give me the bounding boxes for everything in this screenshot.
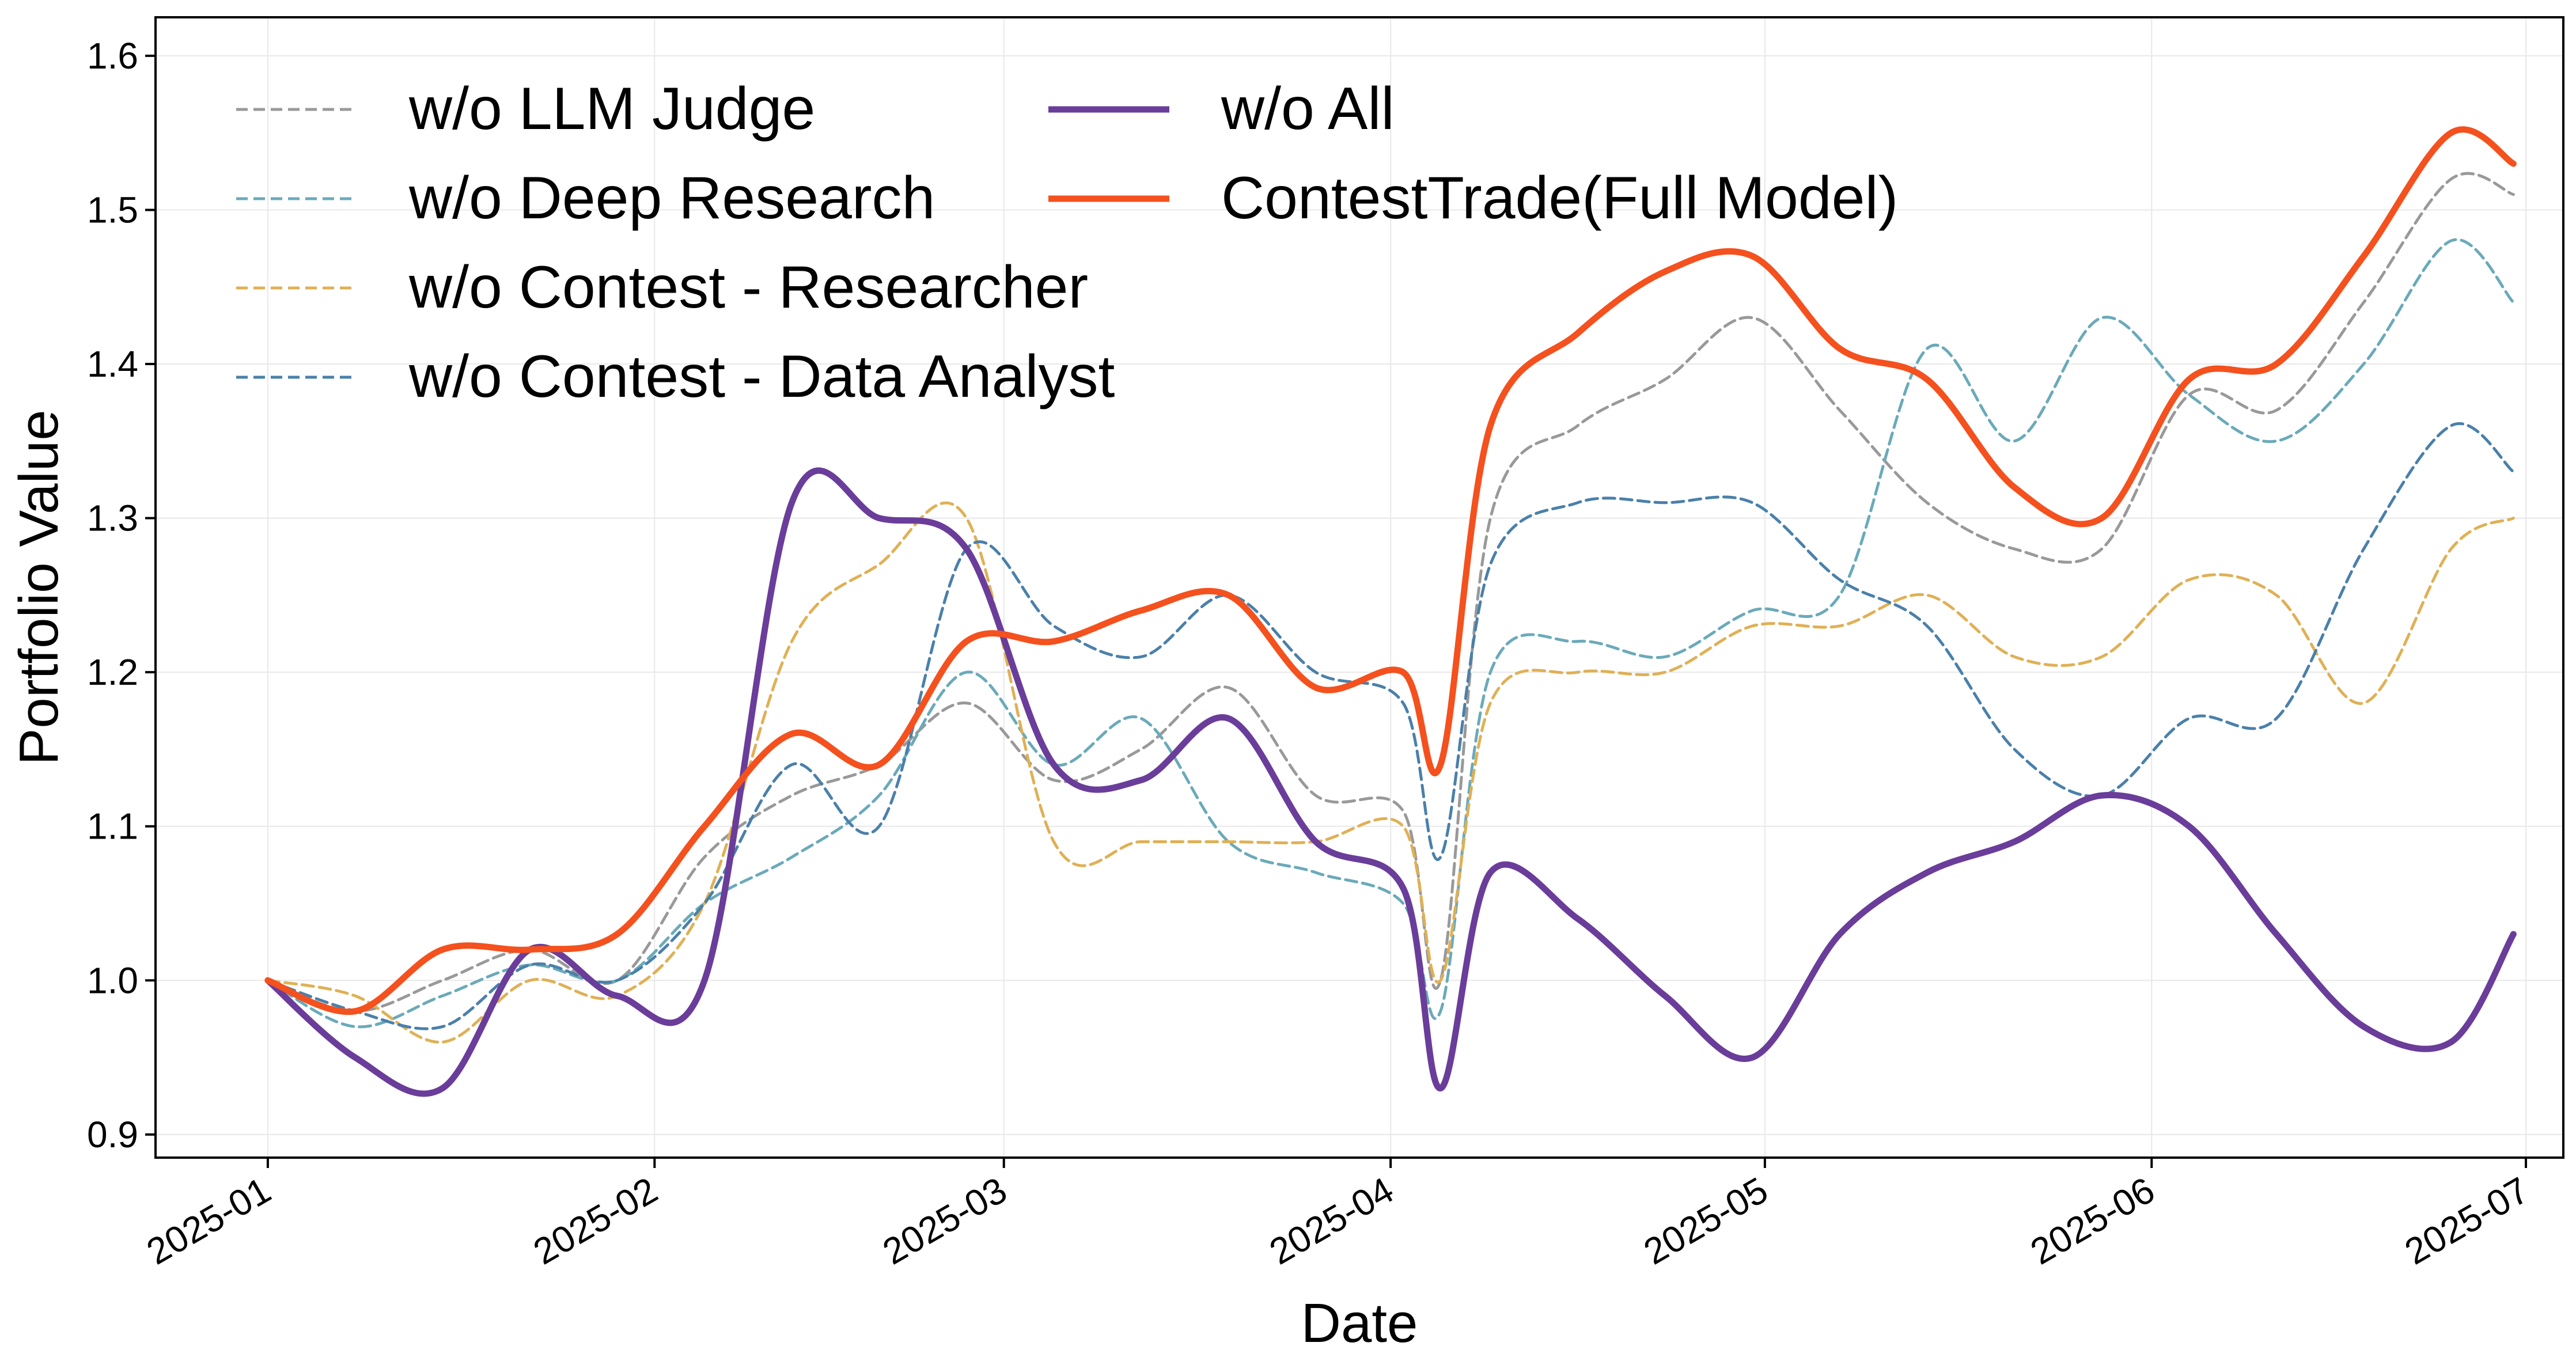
y-tick-label: 1.3 <box>87 498 138 539</box>
y-tick-label: 1.0 <box>87 960 138 1001</box>
legend-label-3: w/o Contest - Researcher <box>408 254 1088 321</box>
series-line-2 <box>266 238 2515 1029</box>
y-tick-label: 1.1 <box>87 806 138 847</box>
x-tick-label: 2025-07 <box>2398 1169 2536 1273</box>
y-tick-label: 1.6 <box>87 35 138 77</box>
y-tick-label: 0.9 <box>87 1114 138 1155</box>
legend: w/o LLM Judge w/o Deep Research w/o Contes… <box>236 75 1898 410</box>
series-line-4 <box>266 422 2515 1030</box>
plot-frame <box>154 16 2564 1159</box>
legend-label-2: w/o Deep Research <box>408 165 935 232</box>
x-tick-label: 2025-01 <box>140 1169 278 1273</box>
y-tick-label: 1.4 <box>87 343 138 385</box>
series-line-5 <box>264 467 2517 1097</box>
grid-layer <box>156 17 2563 1158</box>
series-line-6 <box>264 126 2517 1015</box>
x-tick-label: 2025-06 <box>2024 1169 2161 1273</box>
y-axis-label: Portfolio Value <box>8 409 70 765</box>
legend-label-6: ContestTrade(Full Model) <box>1221 165 1898 232</box>
legend-label-5: w/o All <box>1221 75 1395 142</box>
x-axis-label: Date <box>1301 1292 1418 1354</box>
legend-label-1: w/o LLM Judge <box>408 75 815 142</box>
series-line-1 <box>266 172 2515 1013</box>
series-layer <box>264 126 2517 1097</box>
x-tick-label: 2025-05 <box>1636 1169 1774 1273</box>
y-tick-label: 1.2 <box>87 651 138 693</box>
series-line-3 <box>266 501 2515 1044</box>
x-tick-label: 2025-02 <box>526 1169 664 1273</box>
y-tick-label: 1.5 <box>87 189 138 230</box>
x-tick-label: 2025-04 <box>1263 1169 1400 1273</box>
legend-label-4: w/o Contest - Data Analyst <box>408 343 1115 410</box>
x-tick-label: 2025-03 <box>876 1169 1013 1273</box>
